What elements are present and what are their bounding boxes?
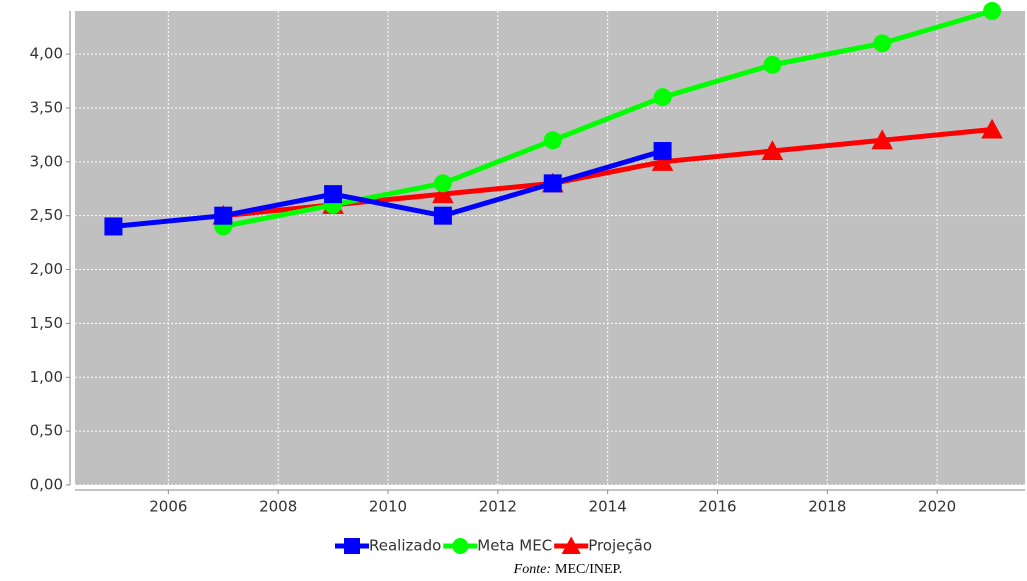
x-tick-label: 2006 [149, 498, 187, 516]
marker [433, 174, 452, 193]
y-tick-label: 2,00 [30, 260, 63, 278]
marker [452, 538, 469, 554]
marker [561, 536, 581, 554]
marker [324, 185, 343, 204]
x-tick-label: 2010 [369, 498, 407, 516]
marker [432, 183, 454, 204]
y-tick-label: 2,50 [30, 206, 63, 224]
marker [871, 129, 894, 150]
x-tick-label: 2008 [259, 498, 297, 516]
x-tick-label: 2020 [918, 498, 956, 516]
marker [983, 2, 1002, 20]
x-tick-label: 2012 [479, 498, 517, 516]
source-label: Fonte: [513, 562, 551, 577]
y-tick-label: 0,50 [30, 422, 63, 440]
marker [653, 88, 672, 107]
legend-label: Meta MEC [477, 537, 552, 555]
marker [543, 131, 562, 150]
x-tick-label: 2014 [589, 498, 627, 516]
marker [873, 34, 892, 53]
marker [433, 206, 452, 225]
marker [761, 140, 784, 161]
legend: Realizado Meta MEC Projeção [335, 537, 652, 555]
marker [214, 206, 233, 225]
marker [981, 118, 1003, 139]
y-tick-label: 1,50 [30, 314, 63, 332]
plot-area [75, 11, 1025, 485]
legend-label: Realizado [369, 537, 441, 555]
x-tick-label: 2018 [808, 498, 846, 516]
line [222, 8, 993, 229]
marker [104, 217, 123, 236]
marker [653, 142, 672, 161]
source: MEC/INEP. [555, 562, 622, 577]
y-tick-label: 1,00 [30, 368, 63, 386]
marker [344, 538, 360, 554]
marker [651, 151, 674, 171]
y-tick-label: 3,00 [30, 152, 63, 170]
x-tick-label: 2016 [698, 498, 736, 516]
y-tick-label: 4,00 [30, 45, 63, 63]
y-tick-label: 0,00 [30, 476, 63, 494]
y-tick-label: 3,50 [30, 98, 63, 116]
line [113, 148, 664, 229]
marker [763, 55, 782, 74]
marker [543, 174, 562, 193]
legend-label: Projeção [588, 537, 652, 555]
